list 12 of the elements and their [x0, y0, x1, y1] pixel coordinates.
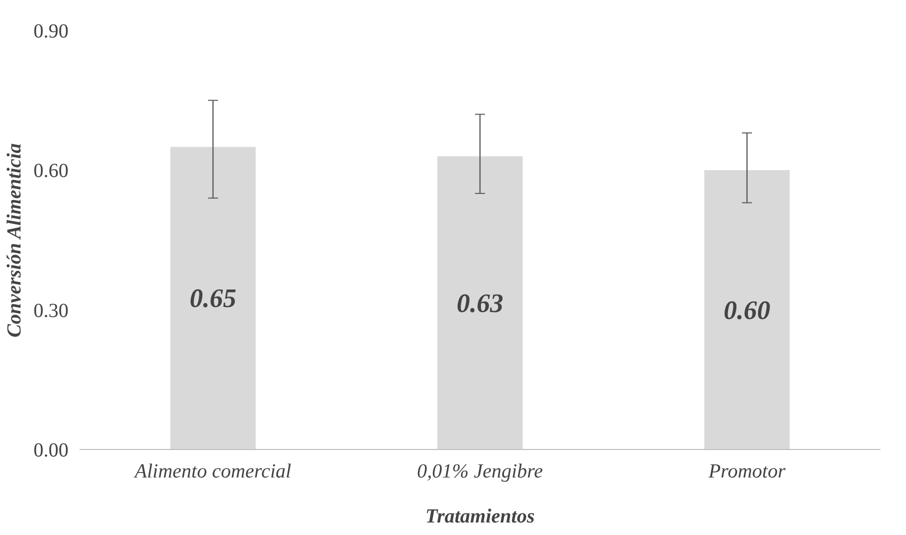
- data-label: 0.63: [456, 288, 504, 318]
- y-tick-label: 0.90: [34, 20, 68, 42]
- x-tick-label: Alimento comercial: [132, 460, 292, 482]
- x-axis-title: Tratamientos: [425, 506, 535, 528]
- x-tick-label: 0,01% Jengibre: [417, 460, 544, 482]
- y-axis-title: Conversión Alimenticia: [4, 143, 26, 338]
- data-label: 0.60: [724, 294, 770, 325]
- y-tick-label: 0.60: [34, 160, 68, 182]
- y-tick-label: 0.30: [34, 300, 68, 322]
- data-label: 0.65: [190, 283, 236, 314]
- y-tick-label: 0.00: [34, 440, 68, 462]
- x-tick-label: Promotor: [707, 460, 786, 482]
